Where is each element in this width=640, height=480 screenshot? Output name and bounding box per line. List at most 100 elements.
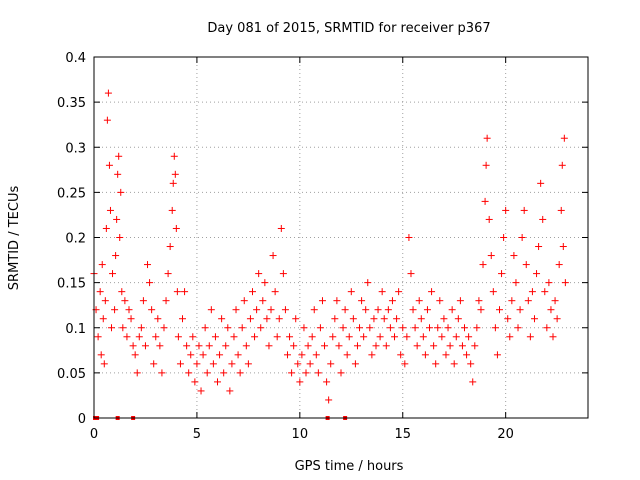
data-point [397,351,405,359]
data-point [403,333,411,341]
data-point [380,315,388,323]
data-point [485,215,493,223]
data-point [150,360,158,368]
data-point [376,333,384,341]
data-points [90,89,569,420]
data-point [164,270,172,278]
data-point [265,342,273,350]
data-point [331,315,339,323]
data-point [114,170,122,178]
data-point [321,342,329,350]
data-point [508,297,516,305]
data-point [558,161,566,169]
data-point [533,270,541,278]
data-point [349,315,357,323]
data-point [489,288,497,296]
data-point [506,333,514,341]
data-point [222,342,230,350]
x-tick-label: 5 [193,427,201,442]
data-point [273,333,281,341]
data-point [230,333,238,341]
data-point [382,342,390,350]
data-point [174,333,182,341]
grid-lines [94,57,588,418]
data-point [306,360,314,368]
data-point [146,279,154,287]
data-point [244,360,252,368]
data-point [339,324,347,332]
data-point [107,324,115,332]
data-point [112,252,120,260]
data-point [456,297,464,305]
data-point [498,270,506,278]
y-tick-label: 0.25 [57,186,86,201]
data-point [218,315,226,323]
data-point [482,161,490,169]
data-point [214,378,221,386]
data-point [510,252,518,260]
data-point [179,315,187,323]
data-point [417,315,425,323]
data-point [434,324,442,332]
data-point [242,342,250,350]
data-point [193,360,201,368]
data-point [561,279,569,287]
data-point [160,324,168,332]
data-point [296,378,304,386]
data-point [141,342,149,350]
data-point [323,378,331,386]
data-point [133,369,141,377]
data-point [463,351,471,359]
data-point [117,188,125,196]
data-point [173,288,181,296]
data-point [279,270,287,278]
data-point [201,324,209,332]
data-point [372,342,380,350]
x-tick-label: 0 [90,427,98,442]
data-point [257,324,265,332]
data-point [269,252,277,260]
data-point [127,315,135,323]
y-tick-label: 0.1 [65,322,86,337]
data-point [545,279,553,287]
data-point [388,297,396,305]
data-point [96,288,104,296]
data-point [399,324,407,332]
data-point [395,288,403,296]
data-point [197,387,205,395]
data-point [440,315,448,323]
data-point [467,360,475,368]
data-point [432,360,440,368]
data-point [185,369,193,377]
data-point [329,333,337,341]
data-point [100,360,108,368]
data-point [168,206,176,214]
data-point [248,288,256,296]
data-point [115,152,123,160]
data-point [302,369,310,377]
data-point [290,342,298,350]
data-point [504,315,512,323]
data-point [473,324,481,332]
data-point [104,89,112,97]
data-point [189,333,197,341]
data-point [423,306,431,314]
data-point [261,279,269,287]
data-point [318,297,326,305]
data-point [450,360,458,368]
data-point [516,306,524,314]
data-point [458,342,466,350]
data-point [137,324,145,332]
x-tick-label: 15 [394,427,411,442]
data-point [209,360,217,368]
data-point [358,297,366,305]
data-point [216,351,224,359]
data-point [327,360,335,368]
data-point [444,324,452,332]
data-point [131,351,139,359]
data-point [411,324,419,332]
data-point [314,369,322,377]
data-point [426,324,434,332]
data-point [316,324,324,332]
